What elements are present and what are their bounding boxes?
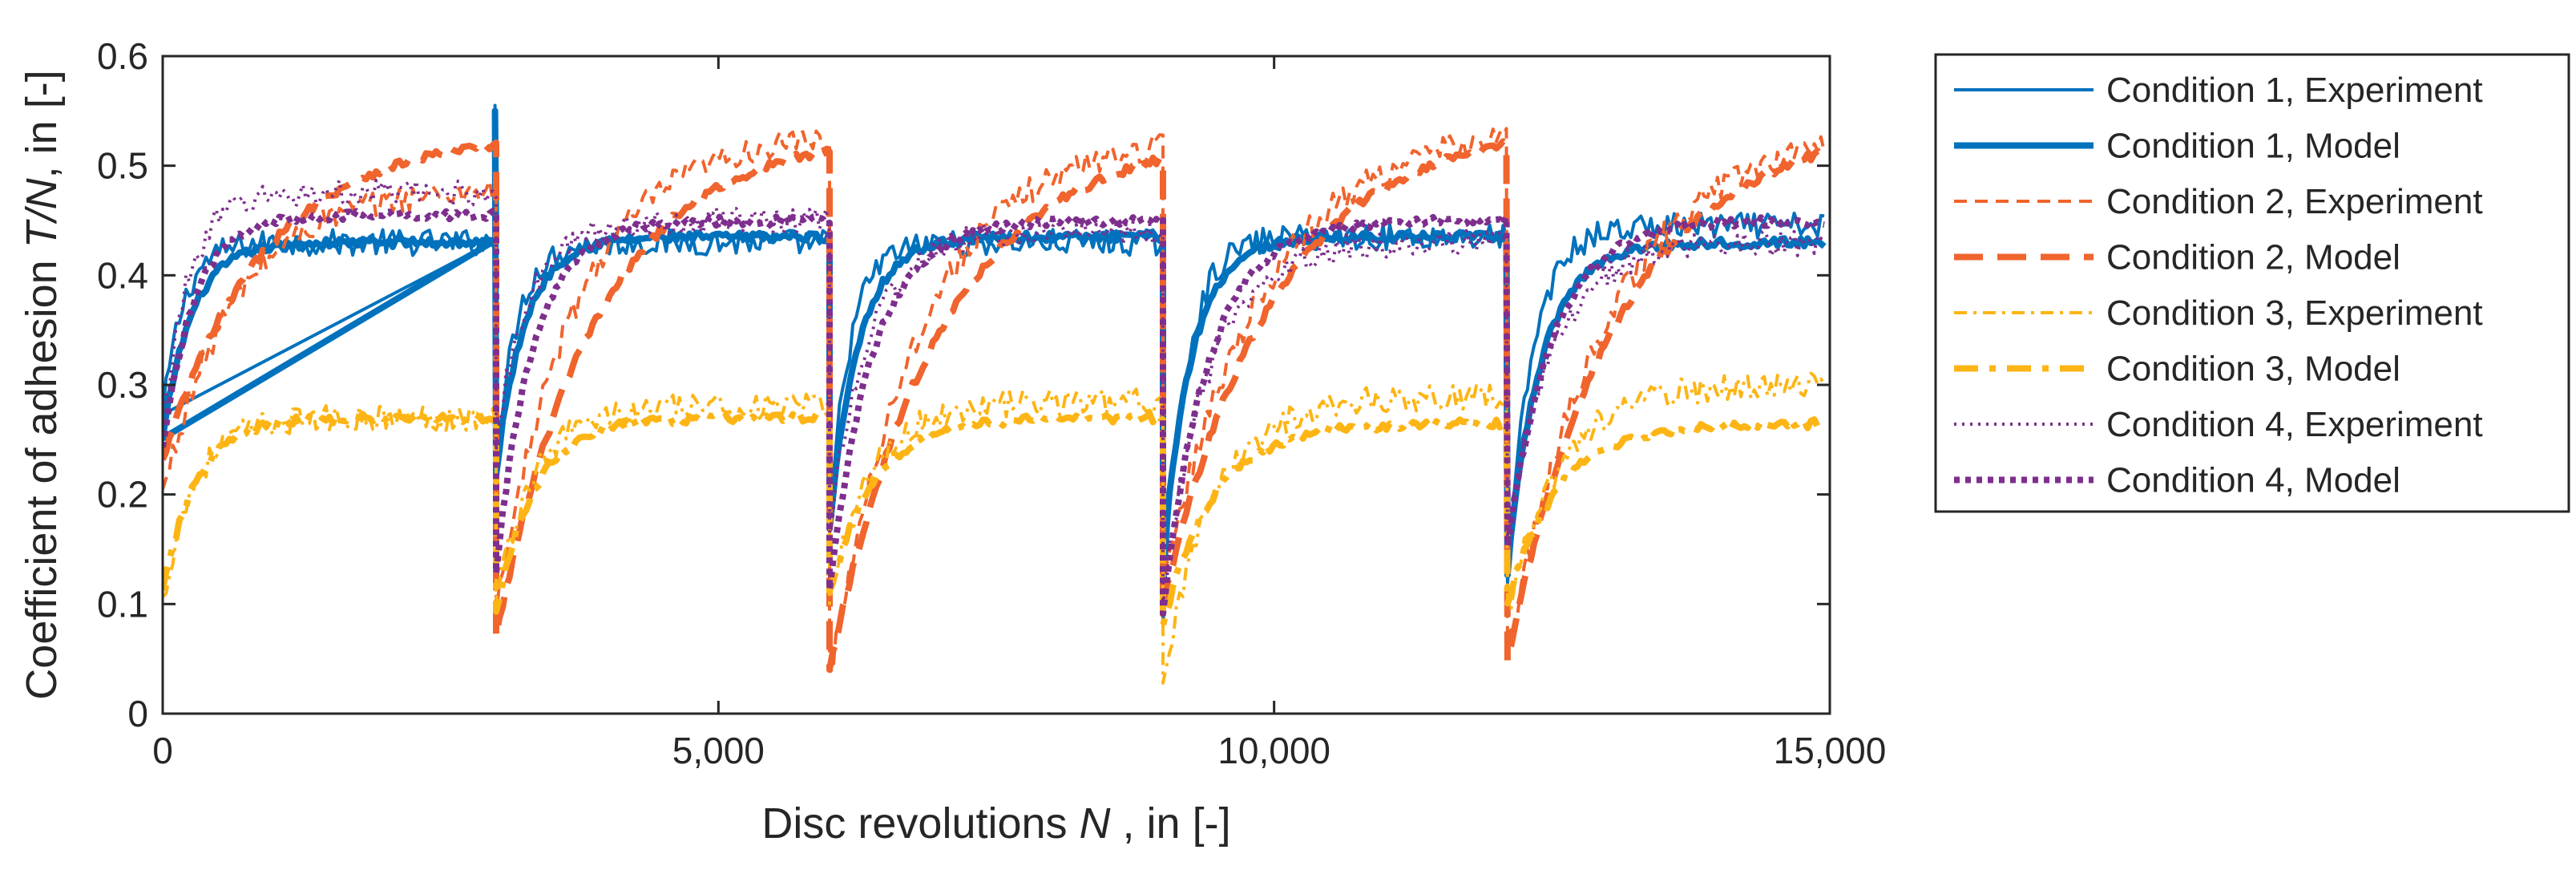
y-axis-label-unit: , in [-] <box>18 70 66 178</box>
x-tick-label: 15,000 <box>1774 730 1887 771</box>
x-axis-label-text: Disc revolutions <box>761 799 1079 848</box>
legend: Condition 1, Experiment Condition 1, Mode… <box>1934 53 2570 513</box>
y-tick-label: 0 <box>127 693 148 734</box>
legend-label-6: Condition 3, Model <box>2106 350 2400 389</box>
legend-label-5: Condition 3, Experiment <box>2106 293 2483 333</box>
legend-label-3: Condition 2, Experiment <box>2106 182 2483 221</box>
x-tick-label: 10,000 <box>1217 730 1330 771</box>
y-tick-label: 0.4 <box>97 254 148 296</box>
x-axis-label-unit: , in [-] <box>1111 799 1231 848</box>
legend-box <box>1934 53 2570 513</box>
legend-label-2: Condition 1, Model <box>2106 127 2400 166</box>
x-tick-label: 0 <box>152 730 173 771</box>
series-layer <box>163 103 1827 685</box>
y-tick-label: 0.1 <box>97 583 148 625</box>
legend-label-7: Condition 4, Experiment <box>2106 405 2483 444</box>
series-line-4 <box>163 138 1827 674</box>
y-tick-label: 0.5 <box>97 145 148 187</box>
series-line-2 <box>163 107 1827 579</box>
x-axis-label: Disc revolutions N , in [-] <box>761 799 1230 848</box>
y-axis-label-text: Coefficient of adhesion <box>18 248 66 699</box>
series-line-7 <box>163 178 1826 605</box>
legend-label-4: Condition 2, Model <box>2106 238 2400 277</box>
series-line-5 <box>163 371 1826 685</box>
x-tick-label: 5,000 <box>672 730 765 771</box>
legend-label-1: Condition 1, Experiment <box>2106 71 2483 110</box>
legend-label-8: Condition 4, Model <box>2106 461 2400 500</box>
y-axis-label-variable: T/N <box>18 177 66 248</box>
y-axis-label: Coefficient of adhesion T/N, in [-] <box>18 70 66 699</box>
plot-area <box>163 56 1830 714</box>
y-tick-label: 0.6 <box>97 35 148 77</box>
y-tick-label: 0.2 <box>97 474 148 516</box>
x-axis-label-variable: N <box>1080 799 1112 848</box>
y-tick-label: 0.3 <box>97 364 148 406</box>
series-line-8 <box>163 208 1825 617</box>
series-line-6 <box>163 411 1827 629</box>
ticks-layer: 0 5,000 10,000 15,000 0 0.1 0.2 0.3 0.4 0.5 0.6 <box>97 35 1886 771</box>
